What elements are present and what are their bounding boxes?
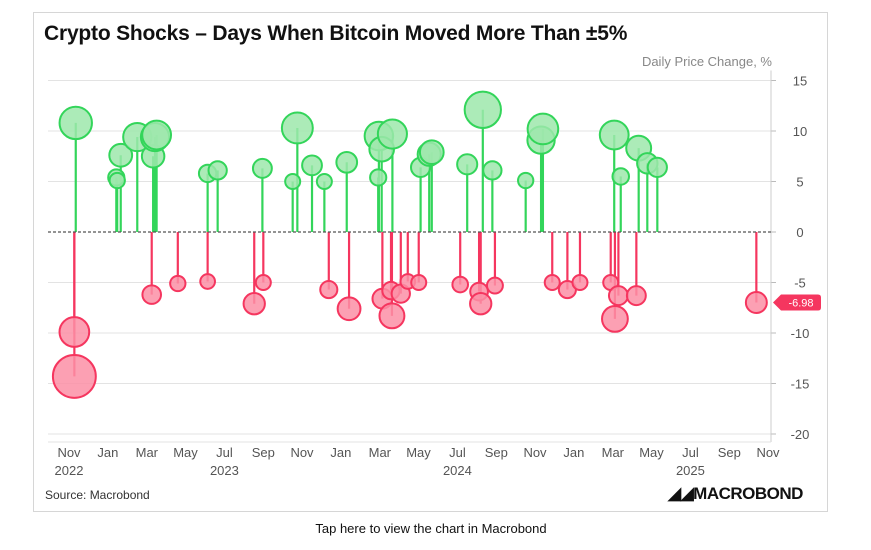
y-axis-label: Daily Price Change, %: [641, 54, 772, 69]
x-tick-label: Nov: [290, 445, 314, 460]
bubble-down: [58, 316, 91, 348]
bubble-up: [141, 119, 173, 151]
x-tick-label: Jan: [330, 445, 351, 460]
bubble-down: [485, 276, 504, 295]
chart-title: Crypto Shocks – Days When Bitcoin Moved …: [44, 22, 628, 45]
x-tick-label: Jul: [449, 445, 466, 460]
bubble-up: [598, 119, 630, 151]
x-tick-label: Jan: [563, 445, 584, 460]
x-tick-label: Mar: [602, 445, 625, 460]
x-tick-label: Mar: [369, 445, 392, 460]
bubble-up: [418, 139, 445, 166]
last-value-tag: [773, 294, 821, 311]
bubble-up: [284, 173, 302, 190]
last-value-label: -6.98: [788, 297, 813, 309]
x-tick-label: Jul: [216, 445, 233, 460]
logo-text: MACROBOND: [693, 484, 803, 503]
bubble-down: [242, 292, 266, 316]
y-tick-label: 10: [793, 124, 807, 139]
bubble-down: [336, 296, 362, 322]
bubble-down: [571, 274, 589, 291]
x-year-label: 2025: [676, 463, 705, 478]
x-year-label: 2022: [55, 463, 84, 478]
bubble-down: [601, 304, 629, 333]
bubble-up: [526, 112, 560, 146]
bubble-up: [315, 173, 333, 190]
bubble-up: [482, 160, 503, 181]
bubble-up: [251, 157, 273, 179]
x-tick-label: Nov: [523, 445, 547, 460]
x-tick-label: May: [173, 445, 198, 460]
bubble-down: [410, 274, 428, 291]
bubble-down: [199, 273, 216, 290]
x-tick-label: Sep: [718, 445, 741, 460]
bubble-up: [376, 118, 408, 150]
bubble-down: [319, 280, 339, 300]
bubble-up: [646, 156, 668, 178]
bubble-down: [744, 291, 768, 314]
y-tick-label: -5: [794, 276, 806, 291]
bubble-down: [51, 353, 97, 399]
chart-frame: [33, 12, 828, 512]
y-tick-label: -10: [791, 326, 810, 341]
logo-mark-icon: ◢◢: [668, 484, 694, 503]
bubble-down: [625, 285, 647, 307]
bubble-up: [58, 105, 93, 141]
x-year-label: 2024: [443, 463, 472, 478]
x-tick-label: Mar: [136, 445, 159, 460]
bubble-up: [108, 142, 134, 168]
x-tick-label: Nov: [57, 445, 81, 460]
bubble-up: [611, 167, 630, 186]
bubble-up: [280, 111, 314, 145]
bubble-down: [141, 284, 163, 305]
bubble-up: [108, 171, 126, 190]
x-tick-label: Nov: [756, 445, 780, 460]
y-tick-label: -20: [791, 427, 810, 442]
y-tick-label: 0: [796, 225, 803, 240]
view-in-macrobond-link[interactable]: Tap here to view the chart in Macrobond: [315, 521, 547, 536]
bubble-up: [369, 168, 388, 187]
bubble-down: [254, 274, 272, 291]
bubble-down: [451, 275, 470, 294]
bubble-down: [378, 302, 406, 330]
bubble-down: [469, 292, 493, 316]
bubble-down: [607, 285, 629, 307]
macrobond-logo: ◢◢MACROBOND: [668, 484, 803, 504]
bubble-up: [517, 171, 535, 190]
bubble-up: [207, 160, 228, 181]
bubble-up: [335, 150, 359, 174]
y-tick-label: 5: [796, 175, 803, 190]
bubble-up: [301, 154, 323, 177]
x-tick-label: May: [406, 445, 431, 460]
bubble-up: [463, 90, 502, 129]
bubble-up: [456, 153, 479, 176]
x-year-label: 2023: [210, 463, 239, 478]
source-note: Source: Macrobond: [45, 488, 150, 502]
y-tick-label: 15: [793, 74, 807, 89]
y-tick-label: -15: [791, 377, 810, 392]
x-tick-label: Jan: [97, 445, 118, 460]
bubble-down: [169, 274, 187, 293]
x-tick-label: Jul: [682, 445, 699, 460]
x-tick-label: Sep: [485, 445, 508, 460]
x-tick-label: May: [639, 445, 664, 460]
x-tick-label: Sep: [252, 445, 275, 460]
bubble-down: [543, 274, 561, 291]
